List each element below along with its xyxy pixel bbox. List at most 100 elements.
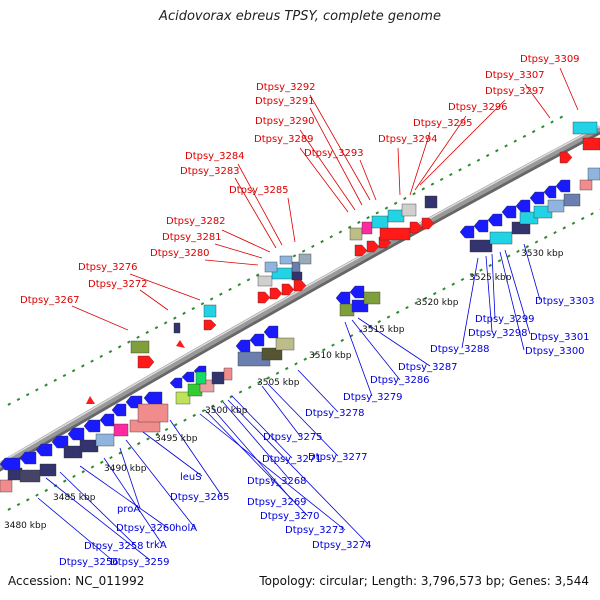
gene-arrow-forward bbox=[137, 355, 155, 369]
outer-ruler-dot bbox=[375, 211, 380, 215]
gene-box bbox=[587, 167, 600, 181]
inner-ruler-dot bbox=[386, 315, 391, 319]
forward-gene-label-leader bbox=[214, 243, 263, 259]
gene-box bbox=[95, 433, 115, 447]
map-title: Acidovorax ebreus TPSY, complete genome bbox=[159, 9, 441, 24]
outer-ruler-dot bbox=[439, 177, 444, 182]
gene-box bbox=[291, 261, 301, 273]
inner-ruler-dot bbox=[99, 460, 104, 464]
inner-ruler-dot bbox=[506, 254, 511, 258]
inner-ruler-dot bbox=[173, 423, 178, 427]
inner-ruler-dot bbox=[275, 371, 280, 375]
reverse-gene-label-leader bbox=[199, 413, 346, 531]
gene-box bbox=[349, 227, 363, 241]
gene-box bbox=[361, 221, 373, 235]
outer-ruler-dot bbox=[81, 364, 85, 368]
outer-ruler-dot bbox=[127, 340, 131, 344]
gene-arrow-forward bbox=[176, 340, 185, 348]
inner-ruler-dot bbox=[543, 235, 548, 239]
gene-features bbox=[0, 121, 600, 493]
gene-arrow bbox=[249, 333, 265, 347]
outer-ruler-dot bbox=[237, 282, 242, 287]
outer-ruler-dot bbox=[467, 163, 472, 167]
outer-ruler-dot bbox=[403, 196, 407, 201]
forward-gene-label: Dtpsy_3272 bbox=[88, 279, 148, 290]
outer-ruler-dot bbox=[311, 244, 315, 248]
outer-ruler-dot bbox=[219, 292, 223, 296]
reverse-gene-label: Dtpsy_3274 bbox=[312, 540, 372, 551]
gene-box bbox=[371, 215, 389, 229]
reverse-gene-label-leader bbox=[491, 253, 496, 319]
outer-ruler-dot bbox=[476, 158, 481, 162]
forward-gene-label: Dtpsy_3282 bbox=[166, 216, 226, 227]
gene-arrow bbox=[99, 413, 115, 427]
inner-ruler-dot bbox=[377, 320, 382, 324]
reverse-gene-label: Dtpsy_3268 bbox=[247, 476, 307, 487]
outer-ruler-dot bbox=[136, 335, 140, 339]
reverse-gene-label: Dtpsy_3275 bbox=[263, 432, 323, 443]
gene-arrow bbox=[111, 403, 127, 417]
gene-box bbox=[579, 179, 593, 191]
gene-arrow bbox=[83, 419, 101, 433]
forward-gene-label-leader bbox=[221, 229, 271, 253]
forward-gene-label: Dtpsy_3294 bbox=[378, 134, 438, 145]
kbp-tick-label: 3495 kbp bbox=[155, 434, 198, 444]
outer-ruler-dot bbox=[430, 182, 435, 186]
genome-summary-text: Topology: circular; Length: 3,796,573 bp… bbox=[259, 574, 589, 588]
inner-ruler-dot bbox=[497, 259, 502, 263]
outer-ruler-dot bbox=[71, 369, 76, 373]
forward-gene-label: Dtpsy_3297 bbox=[485, 86, 545, 97]
outer-ruler-dot bbox=[366, 216, 370, 220]
forward-gene-label-leader bbox=[524, 83, 551, 119]
inner-ruler-dot bbox=[16, 502, 21, 507]
outer-ruler-dot bbox=[393, 201, 398, 205]
outer-ruler-dot bbox=[255, 273, 260, 277]
outer-ruler-dot bbox=[531, 129, 536, 134]
kbp-tick-label: 3485 kbp bbox=[53, 493, 96, 503]
gene-box bbox=[223, 367, 233, 381]
inner-ruler-dot bbox=[155, 432, 160, 436]
gene-arrow bbox=[349, 285, 365, 299]
gene-box bbox=[424, 195, 438, 209]
inner-ruler-dot bbox=[534, 240, 539, 244]
gene-box bbox=[387, 209, 405, 223]
forward-gene-label-leader bbox=[71, 305, 129, 331]
outer-ruler-dot bbox=[485, 153, 490, 158]
forward-gene-label: Dtpsy_3285 bbox=[229, 185, 289, 196]
reverse-gene-label-leader bbox=[344, 321, 373, 397]
outer-ruler-dot bbox=[329, 235, 334, 239]
gene-arrow bbox=[335, 291, 351, 305]
reverse-gene-label-leader bbox=[125, 439, 196, 529]
inner-ruler-dot bbox=[488, 263, 493, 268]
reverse-gene-label-leader bbox=[261, 385, 301, 437]
forward-gene-label-leader bbox=[299, 129, 356, 211]
forward-gene-label-leader bbox=[129, 273, 201, 301]
outer-ruler-dot bbox=[191, 306, 196, 311]
inner-ruler-dot bbox=[284, 366, 289, 371]
backbone-line bbox=[0, 125, 600, 469]
reverse-gene-label: leuS bbox=[180, 472, 202, 483]
reverse-gene-label-leader bbox=[523, 243, 541, 301]
outer-ruler-dot bbox=[458, 168, 462, 172]
outer-ruler-dot bbox=[117, 345, 122, 349]
gene-arrow-forward bbox=[203, 319, 217, 331]
forward-gene-label: Dtpsy_3267 bbox=[20, 295, 80, 306]
kbp-tick-label: 3510 kbp bbox=[309, 351, 352, 361]
forward-gene-label-leader bbox=[559, 67, 579, 111]
inner-ruler-dot bbox=[590, 212, 594, 216]
forward-gene-label: Dtpsy_3292 bbox=[256, 82, 316, 93]
outer-ruler-dot bbox=[62, 373, 67, 378]
outer-ruler-dot bbox=[301, 249, 306, 253]
outer-ruler-dot bbox=[53, 378, 58, 382]
forward-gene-label-leader bbox=[397, 147, 401, 196]
forward-gene-label-leader bbox=[237, 163, 283, 246]
inner-ruler-dot bbox=[81, 470, 86, 474]
outer-ruler-dot bbox=[173, 316, 177, 320]
outer-ruler-dot bbox=[228, 287, 232, 292]
inner-ruler-dot bbox=[25, 498, 30, 502]
outer-ruler-dot bbox=[44, 383, 48, 387]
inner-ruler-dot bbox=[331, 343, 335, 347]
kbp-tick-label: 3530 kbp bbox=[521, 249, 564, 259]
outer-ruler-dot bbox=[347, 225, 352, 229]
